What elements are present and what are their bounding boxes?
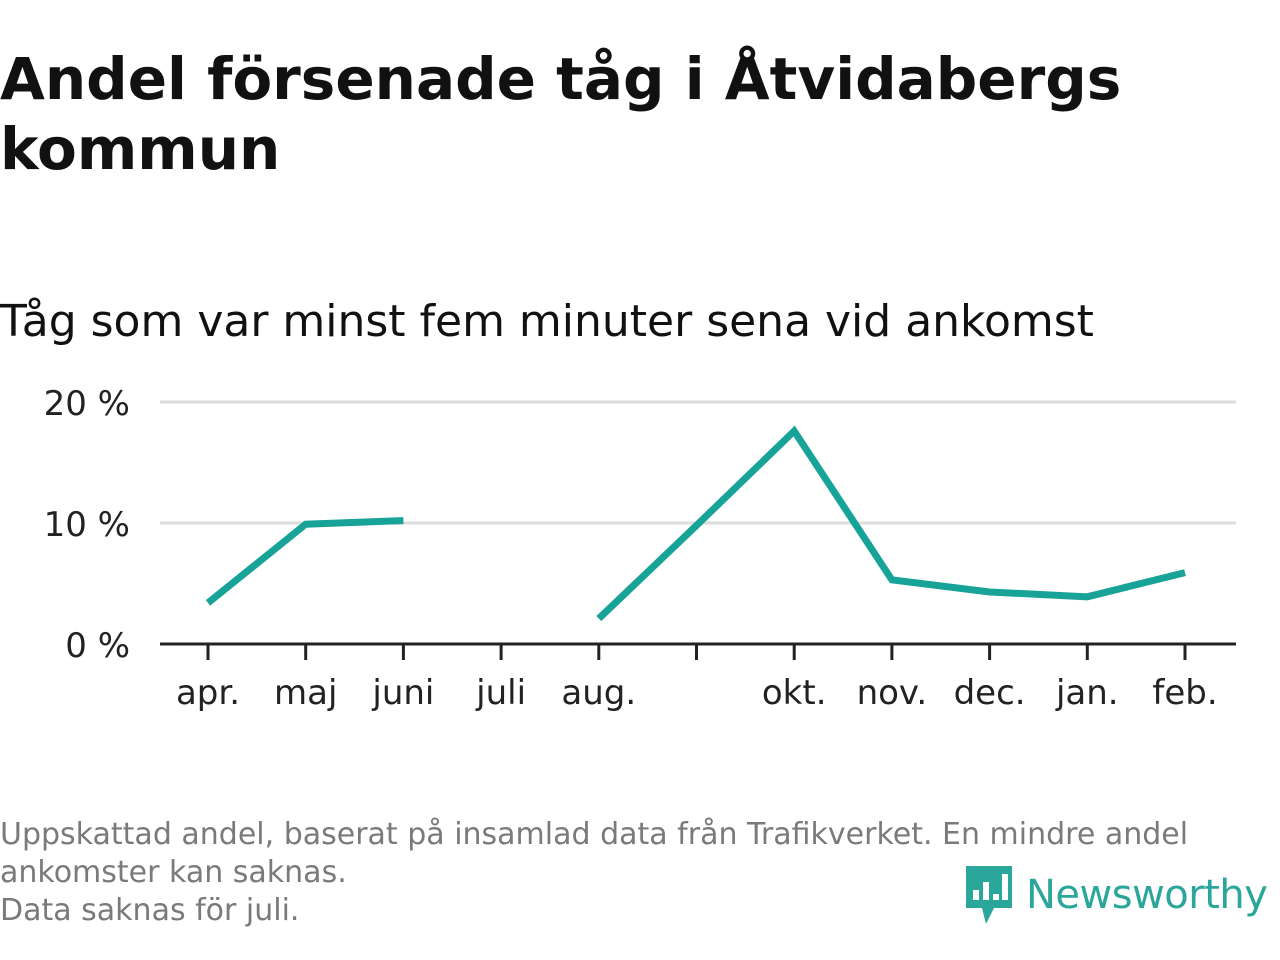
x-tick-label: nov. — [857, 673, 928, 713]
x-tick-label: okt. — [762, 673, 827, 713]
series-line — [596, 425, 1186, 622]
chart-subtitle: Tåg som var minst fem minuter sena vid a… — [0, 296, 1094, 347]
x-tick-label: dec. — [954, 673, 1026, 713]
footnote-line-3: Data saknas för juli. — [0, 893, 300, 928]
x-tick-label: feb. — [1152, 673, 1217, 713]
brand-logo: Newsworthy — [964, 864, 1268, 926]
newsworthy-logo-icon — [966, 866, 1012, 924]
x-tick-label: juni — [371, 673, 434, 713]
x-tick-label: juli — [475, 673, 526, 713]
footnote: Uppskattad andel, baserat på insamlad da… — [0, 816, 1270, 930]
series-line — [205, 517, 404, 606]
footnote-line-2: ankomster kan saknas. — [0, 855, 347, 890]
brand-name: Newsworthy — [1026, 872, 1268, 918]
x-tick-label: maj — [274, 673, 337, 713]
x-tick-label: aug. — [561, 673, 636, 713]
x-tick-label: jan. — [1055, 673, 1119, 713]
line-chart: 0 % 10 % 20 % apr. maj juni juli aug. okt. nov. d… — [44, 384, 1236, 713]
y-tick-label: 20 % — [44, 384, 130, 424]
footnote-line-1: Uppskattad andel, baserat på insamlad da… — [0, 817, 1189, 852]
y-tick-label: 0 % — [65, 626, 130, 666]
y-tick-label: 10 % — [44, 505, 130, 545]
chart-title: Andel försenade tåg i Åtvidabergs kommun — [0, 45, 1122, 183]
x-tick-label: apr. — [176, 673, 240, 713]
